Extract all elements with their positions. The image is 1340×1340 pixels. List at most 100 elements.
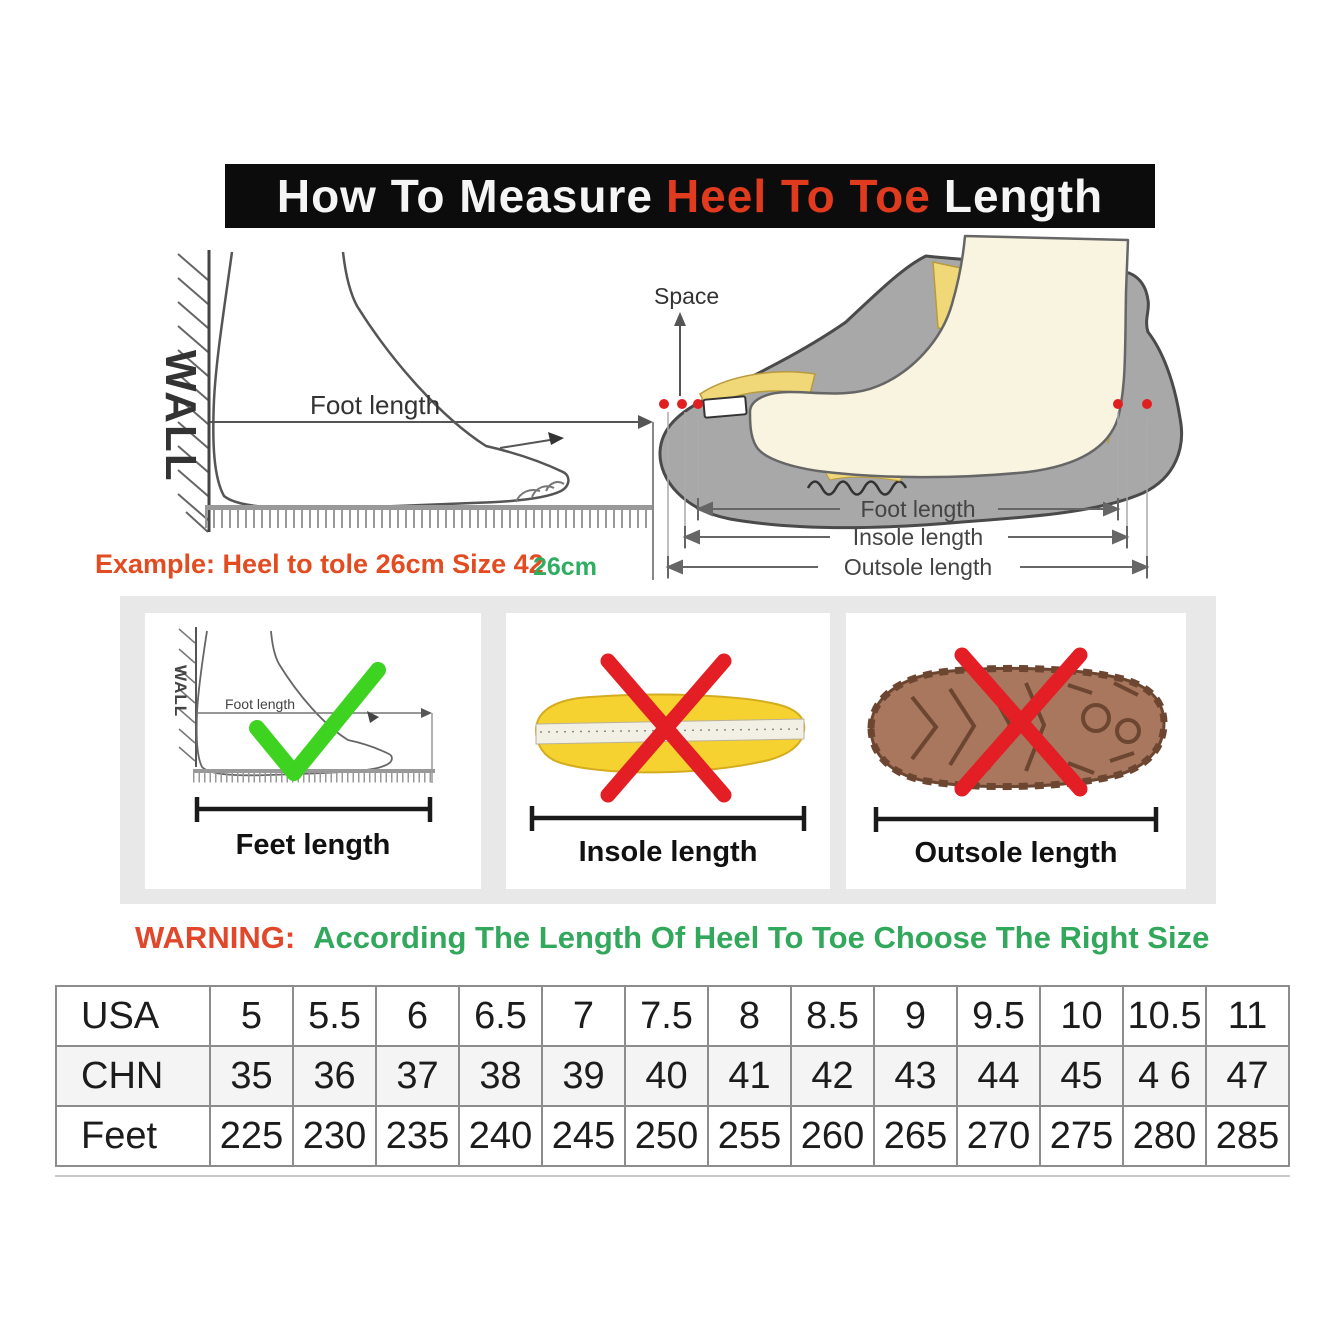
- size-cell: 35: [209, 1045, 294, 1107]
- example-text: Example: Heel to tole 26cm Size 42: [95, 549, 544, 579]
- wall-hatching: [178, 628, 196, 762]
- size-cell: 255: [707, 1105, 792, 1167]
- size-cell: 40: [624, 1045, 709, 1107]
- size-cell: 245: [541, 1105, 626, 1167]
- size-cell: 260: [790, 1105, 875, 1167]
- size-cell: 36: [292, 1045, 377, 1107]
- row-label: Feet: [55, 1105, 211, 1167]
- toes-detail: [515, 481, 565, 503]
- size-cell: 10.5: [1122, 985, 1207, 1047]
- wall-measure-diagram: WALL Foot length: [156, 250, 654, 580]
- toe-arrow-icon: [367, 711, 379, 723]
- size-cell: 230: [292, 1105, 377, 1167]
- size-cell: 43: [873, 1045, 958, 1107]
- title-part-highlight: Heel To Toe: [665, 170, 931, 222]
- panel-label: Insole length: [579, 836, 758, 868]
- size-cell: 39: [541, 1045, 626, 1107]
- size-cell: 235: [375, 1105, 460, 1167]
- size-cell: 250: [624, 1105, 709, 1167]
- size-cell: 9: [873, 985, 958, 1047]
- arrow-right-icon: [421, 708, 432, 718]
- size-cell: 9.5: [956, 985, 1041, 1047]
- arrow-right-icon: [638, 415, 653, 429]
- feet-length-figure: WALL Foot length Feet length: [171, 627, 435, 861]
- size-cell: 240: [458, 1105, 543, 1167]
- foot-length-label: Foot length: [225, 696, 295, 712]
- size-cell: 8.5: [790, 985, 875, 1047]
- space-gap-rect: [702, 395, 748, 419]
- foot-inside-shoe: [748, 234, 1130, 479]
- size-cell: 225: [209, 1105, 294, 1167]
- size-table: USA 5 5.5 6 6.5 7 7.5 8 8.5 9 9.5 10 10.…: [55, 985, 1290, 1167]
- size-cell: 280: [1122, 1105, 1207, 1167]
- check-icon: [249, 662, 386, 781]
- cross-icon: [600, 653, 732, 803]
- size-cell: 47: [1205, 1045, 1290, 1107]
- measure-bracket: [529, 806, 807, 831]
- size-cell: 7.5: [624, 985, 709, 1047]
- outsole-length-figure: Outsole length: [867, 647, 1168, 869]
- insole-length-dimension: [682, 526, 1130, 548]
- size-cell: 37: [375, 1045, 460, 1107]
- size-cell: 7: [541, 985, 626, 1047]
- size-cell: 5: [209, 985, 294, 1047]
- size-cell: 42: [790, 1045, 875, 1107]
- toe-arrow-icon: [548, 432, 564, 445]
- example-measurement: 26cm: [533, 553, 597, 581]
- size-cell: 6: [375, 985, 460, 1047]
- warning-prefix: WARNING:: [135, 920, 296, 955]
- table-bottom-edge: [55, 1169, 1290, 1177]
- wall-hatching: [177, 253, 209, 533]
- row-label: USA: [55, 985, 211, 1047]
- space-arrow-icon: [674, 312, 686, 326]
- insole-length-figure: Insole length: [529, 653, 807, 868]
- shoe-insole-length-label: Insole length: [853, 524, 983, 550]
- table-row-feet: Feet 225 230 235 240 245 250 255 260 265…: [55, 1105, 1290, 1167]
- panel-outsole-length: Outsole length: [846, 613, 1186, 889]
- measure-bracket: [194, 797, 433, 822]
- foot-length-dimension: [695, 498, 1121, 520]
- size-cell: 275: [1039, 1105, 1124, 1167]
- panel-label: Feet length: [236, 829, 391, 861]
- wall-label: WALL: [171, 665, 190, 717]
- tread-wave: [806, 480, 908, 496]
- size-cell: 11: [1205, 985, 1290, 1047]
- foot-outline: [212, 251, 570, 510]
- measure-point-dots: [659, 399, 1152, 409]
- panel-insole-length: Insole length: [506, 613, 830, 889]
- warning-line: WARNING: According The Length Of Heel To …: [135, 920, 1209, 956]
- panel-feet-length: WALL Foot length Feet length: [145, 613, 481, 889]
- panel-label: Outsole length: [915, 837, 1118, 869]
- size-cell: 10: [1039, 985, 1124, 1047]
- shoe-cross-section-diagram: Space Foot length Insole length Outsole …: [654, 234, 1184, 580]
- wall-label: WALL: [156, 350, 205, 483]
- title-part-left: How To Measure: [276, 170, 653, 222]
- shoe-foot-length-label: Foot length: [860, 496, 975, 522]
- size-cell: 44: [956, 1045, 1041, 1107]
- size-cell: 38: [458, 1045, 543, 1107]
- size-cell: 6.5: [458, 985, 543, 1047]
- row-label: CHN: [55, 1045, 211, 1107]
- size-cell: 285: [1205, 1105, 1290, 1167]
- size-cell: 270: [956, 1105, 1041, 1167]
- ruler-bar: [205, 505, 653, 510]
- shoe-outsole-length-label: Outsole length: [844, 554, 992, 580]
- size-cell: 41: [707, 1045, 792, 1107]
- lug-edge: [867, 664, 1168, 791]
- outsole-length-dimension: [665, 556, 1150, 578]
- table-row-usa: USA 5 5.5 6 6.5 7 7.5 8 8.5 9 9.5 10 10.…: [55, 985, 1290, 1047]
- foot-length-label: Foot length: [310, 390, 440, 420]
- space-label: Space: [654, 283, 719, 309]
- size-cell: 4 6: [1122, 1045, 1207, 1107]
- toe-arrow-line: [499, 439, 551, 449]
- size-cell: 8: [707, 985, 792, 1047]
- title-part-right: Length: [943, 170, 1104, 222]
- size-cell: 5.5: [292, 985, 377, 1047]
- size-cell: 45: [1039, 1045, 1124, 1107]
- cross-icon: [954, 647, 1088, 797]
- ruler-bar: [193, 769, 435, 773]
- measure-bracket: [873, 807, 1159, 832]
- warning-message: According The Length Of Heel To Toe Choo…: [313, 920, 1210, 955]
- size-cell: 265: [873, 1105, 958, 1167]
